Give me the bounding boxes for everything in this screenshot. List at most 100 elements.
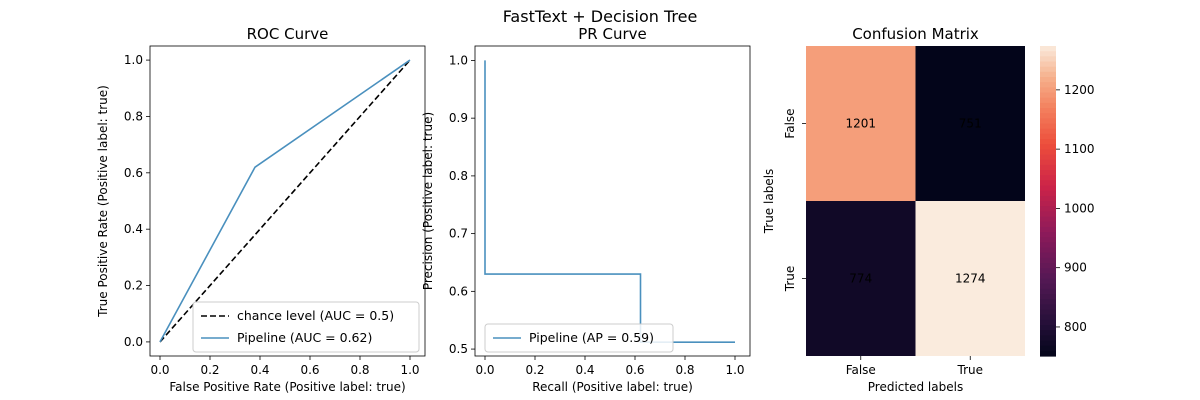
colorbar-tick-label: 900 (1064, 261, 1087, 275)
colorbar-segment (1040, 252, 1056, 259)
cm-title: Confusion Matrix (852, 25, 979, 43)
colorbar-tick-label: 1000 (1064, 201, 1095, 215)
roc-ylabel: True Positive Rate (Positive label: true… (96, 85, 110, 318)
colorbar-segment (1040, 226, 1056, 233)
roc-xtick-label: 0.4 (250, 363, 269, 377)
colorbar-segment (1040, 128, 1056, 135)
colorbar-segment (1040, 102, 1056, 109)
colorbar-segment (1040, 304, 1056, 311)
cm-cell-value: 1201 (845, 117, 876, 131)
roc-xtick-label: 0.2 (200, 363, 219, 377)
colorbar-segment (1040, 51, 1056, 57)
pr-axes-frame (474, 45, 751, 357)
pr-ytick-label: 0.7 (449, 227, 468, 241)
cm-cell-value: 774 (849, 272, 872, 286)
colorbar-segment (1040, 350, 1056, 357)
roc-axes-frame (149, 45, 426, 357)
colorbar-segment (1040, 154, 1056, 161)
colorbar-segment (1040, 185, 1056, 192)
colorbar-tick-label: 1100 (1064, 142, 1095, 156)
colorbar-segment (1040, 257, 1056, 264)
colorbar-segment (1040, 61, 1056, 68)
colorbar-segment (1040, 330, 1056, 336)
colorbar-segment (1040, 159, 1056, 166)
pr-legend-label: Pipeline (AP = 0.59) (529, 330, 654, 345)
roc-title: ROC Curve (247, 25, 329, 43)
colorbar-segment (1040, 319, 1056, 326)
cm-ylabel: True labels (762, 169, 776, 235)
cm-cell-value: 751 (959, 117, 982, 131)
colorbar-segment (1040, 268, 1056, 274)
colorbar-segment (1040, 278, 1056, 285)
colorbar-segment (1040, 345, 1056, 352)
colorbar-segment (1040, 149, 1056, 156)
figure-suptitle: FastText + Decision Tree (503, 7, 698, 26)
roc-ytick-label: 1.0 (124, 53, 143, 67)
pr-ytick-label: 0.6 (449, 284, 468, 298)
confusion-matrix-panel: 1201 751 774 1274 False True False True Confusio… (762, 25, 1095, 394)
colorbar-segment (1040, 139, 1056, 145)
colorbar-segment (1040, 314, 1056, 321)
colorbar-segment (1040, 175, 1056, 181)
colorbar-segment (1040, 66, 1056, 73)
cm-cell-value: 1274 (955, 272, 986, 286)
colorbar-segment (1040, 180, 1056, 187)
colorbar-segment (1040, 216, 1056, 223)
roc-ytick-label: 0.6 (124, 166, 143, 180)
roc-ytick-label: 0.8 (124, 109, 143, 123)
colorbar-segment (1040, 46, 1056, 52)
pr-title: PR Curve (578, 25, 647, 43)
colorbar-segment (1040, 237, 1056, 243)
cm-xtick-label: True (957, 363, 984, 377)
cm-xlabel: Predicted labels (868, 380, 963, 394)
colorbar-segment (1040, 113, 1056, 119)
colorbar-segment (1040, 123, 1056, 130)
cm-cell (806, 46, 916, 201)
roc-ytick-label: 0.0 (124, 335, 143, 349)
colorbar-tick-label: 800 (1064, 320, 1087, 334)
roc-legend-box (192, 301, 420, 353)
colorbar-segment (1040, 273, 1056, 280)
colorbar-segment (1040, 206, 1056, 212)
cm-ytick-label: True (783, 266, 797, 293)
pr-xtick-label: 0.4 (575, 363, 594, 377)
colorbar-segment (1040, 299, 1056, 305)
colorbar-segment (1040, 118, 1056, 125)
colorbar-segment (1040, 201, 1056, 207)
colorbar-segment (1040, 247, 1056, 254)
colorbar-segment (1040, 82, 1056, 88)
colorbar-segment (1040, 87, 1056, 94)
roc-ytick-label: 0.2 (124, 279, 143, 293)
cm-xtick-label: False (846, 363, 876, 377)
cm-ytick-label: False (783, 108, 797, 138)
colorbar-segment (1040, 335, 1056, 342)
colorbar-segment (1040, 340, 1056, 347)
roc-xtick-label: 0.0 (150, 363, 169, 377)
colorbar-segment (1040, 97, 1056, 104)
pr-ytick-label: 0.8 (449, 169, 468, 183)
roc-xlabel: False Positive Rate (Positive label: tru… (169, 380, 405, 394)
colorbar-segment (1040, 133, 1056, 140)
colorbar-segment (1040, 92, 1056, 99)
pr-xtick-label: 0.8 (675, 363, 694, 377)
pr-panel: 0.0 0.2 0.4 0.6 0.8 1.0 0.5 0.6 0.7 0.8 0.9 1.0 PR C… (421, 25, 751, 394)
pr-ytick-label: 0.9 (449, 111, 468, 125)
colorbar-segment (1040, 211, 1056, 218)
colorbar-segment (1040, 288, 1056, 295)
colorbar-segment (1040, 144, 1056, 150)
roc-legend-label: chance level (AUC = 0.5) (237, 308, 394, 323)
pr-xtick-label: 0.0 (475, 363, 494, 377)
roc-xtick-label: 0.8 (350, 363, 369, 377)
pr-legend-box (484, 323, 674, 353)
colorbar-segment (1040, 195, 1056, 202)
roc-legend-label: Pipeline (AUC = 0.62) (237, 330, 372, 345)
pr-ytick-label: 0.5 (449, 342, 468, 356)
colorbar-segment (1040, 170, 1056, 176)
roc-xtick-label: 1.0 (400, 363, 419, 377)
pr-xtick-label: 0.6 (625, 363, 644, 377)
roc-ytick-label: 0.4 (124, 222, 143, 236)
colorbar-segment (1040, 294, 1056, 300)
roc-panel: 0.0 0.2 0.4 0.6 0.8 1.0 0.0 0.2 0.4 0.6 0.8 1.0 ROC … (96, 25, 426, 394)
pr-xlabel: Recall (Positive label: true) (532, 380, 693, 394)
